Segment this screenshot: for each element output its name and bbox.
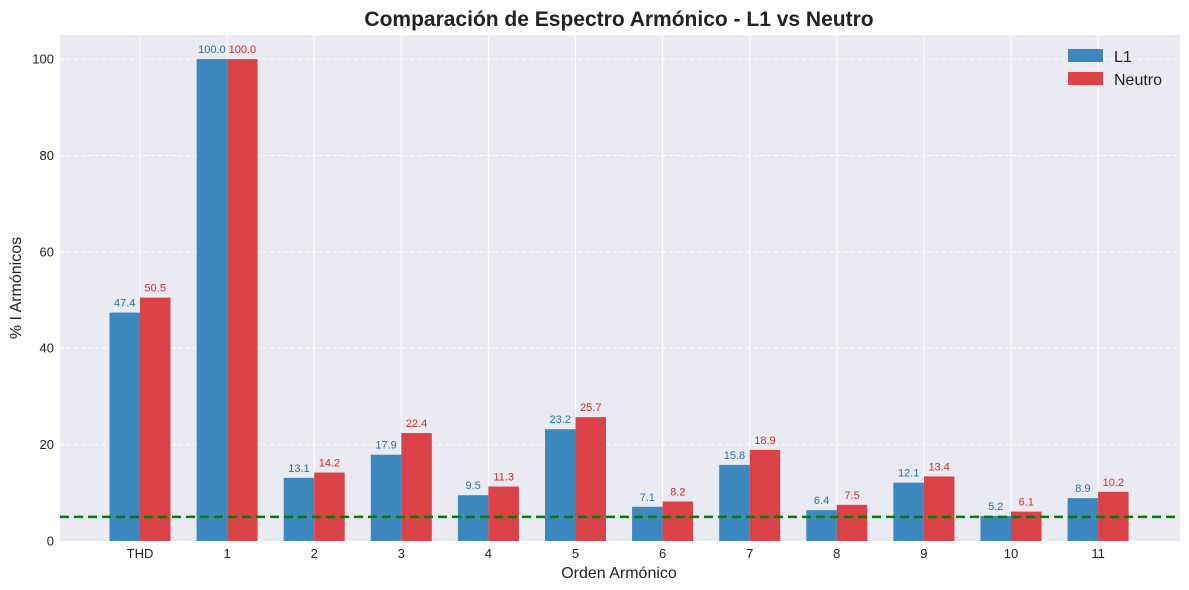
data-label: 6.4 [814, 495, 829, 507]
data-label: 100.0 [229, 44, 257, 56]
bar-neutro-6 [662, 501, 694, 541]
bar-neutro-thd [140, 297, 171, 541]
x-axis-label: Orden Armónico [561, 565, 677, 582]
bar-neutro-3 [401, 433, 432, 541]
bar-l1-2 [283, 477, 315, 541]
bars [109, 59, 1129, 541]
data-label: 7.5 [844, 490, 859, 502]
x-tick-label: 3 [398, 546, 405, 561]
data-label: 50.5 [145, 283, 166, 295]
data-label: 17.9 [375, 440, 396, 452]
data-label: 25.7 [580, 402, 601, 414]
bar-l1-3 [370, 454, 402, 541]
data-label: 14.2 [319, 458, 340, 470]
y-tick-label: 100 [32, 52, 54, 67]
data-label: 7.1 [640, 492, 655, 504]
y-tick-label: 60 [40, 244, 54, 259]
legend-label-neutro: Neutro [1114, 72, 1162, 89]
data-label: 47.4 [114, 298, 135, 310]
bar-neutro-2 [314, 472, 345, 541]
data-label: 15.8 [724, 450, 745, 462]
x-tick-label: 8 [833, 546, 840, 561]
data-label: 11.3 [493, 472, 514, 484]
data-label: 8.2 [670, 486, 685, 498]
bar-neutro-1 [227, 59, 258, 541]
y-axis-label: % I Armónicos [8, 237, 25, 339]
bar-neutro-7 [749, 449, 781, 541]
y-tick-label: 40 [40, 341, 54, 356]
y-tick-label: 0 [47, 534, 54, 549]
bar-l1-6 [632, 506, 663, 541]
tick-labels: 0 20 40 60 80 100 THD 1 2 3 4 5 6 7 8 9 10 11 [32, 52, 1105, 561]
data-label: 5.2 [988, 501, 1003, 513]
bar-l1-9 [893, 482, 924, 541]
x-tick-label: 11 [1091, 546, 1105, 561]
x-tick-label: 7 [746, 546, 753, 561]
data-label: 13.1 [288, 463, 309, 475]
bar-neutro-4 [488, 486, 519, 541]
data-label: 12.1 [898, 468, 919, 480]
bar-neutro-5 [575, 417, 606, 541]
x-tick-label: 4 [485, 546, 492, 561]
x-tick-label: 1 [223, 546, 230, 561]
y-tick-label: 20 [40, 437, 54, 452]
legend-swatch-neutro [1068, 72, 1103, 85]
x-tick-label: 5 [572, 546, 579, 561]
bar-l1-10 [980, 515, 1011, 541]
legend-label-l1: L1 [1114, 49, 1132, 66]
data-label: 6.1 [1019, 497, 1034, 509]
x-tick-label: 2 [311, 546, 318, 561]
bar-l1-5 [545, 429, 576, 541]
bar-l1-7 [719, 464, 750, 541]
data-label: 23.2 [550, 414, 571, 426]
data-label: 18.9 [754, 435, 775, 447]
bar-l1-8 [806, 510, 837, 541]
data-label: 22.4 [406, 418, 427, 430]
legend-swatch-l1 [1068, 49, 1103, 62]
bar-l1-11 [1067, 498, 1099, 541]
x-tick-label: THD [127, 546, 154, 561]
data-label: 13.4 [928, 461, 949, 473]
legend: L1 Neutro [1068, 49, 1162, 89]
x-tick-label: 10 [1004, 546, 1018, 561]
data-label: 10.2 [1103, 477, 1124, 489]
bar-l1-1 [196, 59, 228, 541]
x-tick-label: 6 [659, 546, 666, 561]
data-label: 100.0 [198, 44, 226, 56]
data-label: 9.5 [466, 480, 481, 492]
bar-l1-thd [109, 312, 140, 541]
data-label: 8.9 [1075, 483, 1090, 495]
data-labels: 47.4 100.0 13.1 17.9 9.5 23.2 7.1 15.8 6.4 12.1 5.… [114, 44, 1124, 513]
chart-title: Comparación de Espectro Armónico - L1 vs… [364, 8, 873, 31]
bar-neutro-8 [836, 504, 868, 541]
y-tick-label: 80 [40, 148, 54, 163]
x-tick-label: 9 [920, 546, 927, 561]
bar-neutro-9 [923, 476, 955, 541]
